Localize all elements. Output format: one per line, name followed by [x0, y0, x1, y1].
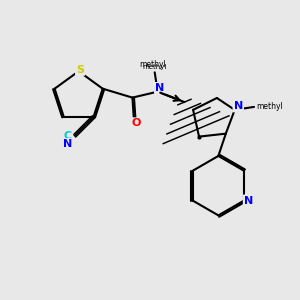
- Text: C: C: [64, 131, 72, 141]
- Text: N: N: [63, 139, 73, 149]
- Text: N: N: [155, 83, 164, 93]
- Text: methyl: methyl: [256, 102, 283, 111]
- Text: methyl: methyl: [139, 60, 166, 69]
- Text: S: S: [76, 65, 84, 75]
- Text: methyl: methyl: [142, 64, 167, 70]
- Text: N: N: [234, 101, 243, 111]
- Text: O: O: [132, 118, 141, 128]
- Text: N: N: [244, 196, 253, 206]
